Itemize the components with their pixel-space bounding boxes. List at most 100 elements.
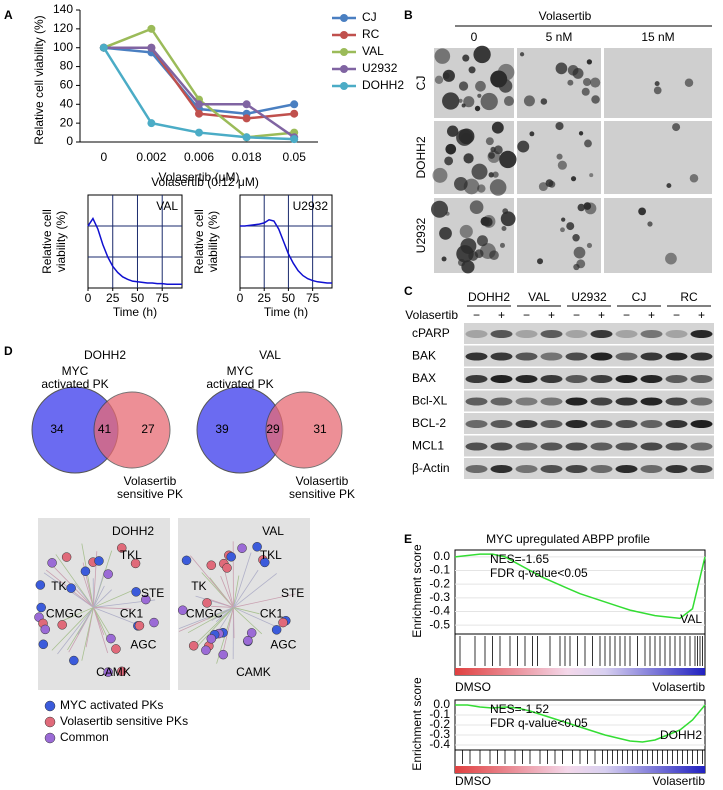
cell-cluster [567, 79, 574, 86]
data-point [147, 119, 156, 128]
y-tick-label: 0.0 [433, 697, 450, 711]
cell-cluster [589, 173, 594, 178]
blot-row-label: cPARP [412, 326, 450, 340]
kinome-title: VAL [262, 524, 284, 538]
y-axis-label: viability (%) [206, 211, 220, 272]
cell-cluster [500, 211, 516, 227]
x-tick-label: 25 [258, 291, 272, 305]
tree-branch [194, 607, 234, 650]
legend-label: VAL [362, 44, 384, 58]
blot-band [540, 420, 563, 428]
tree-branch [57, 607, 94, 655]
cell-cluster [590, 77, 601, 88]
venn-label: activated PK [206, 377, 273, 391]
blot-band [615, 397, 638, 406]
cell-cluster [570, 176, 577, 182]
venn-label: sensitive PK [117, 487, 183, 501]
blot-strip [464, 413, 714, 434]
kinase-dot [252, 541, 262, 552]
blot-band [465, 397, 488, 406]
cell-cluster [653, 86, 662, 95]
venn-count: 27 [141, 422, 155, 436]
lane-sign: − [473, 308, 480, 322]
blot-band [640, 375, 663, 383]
panel-title: Volasertib [539, 9, 592, 23]
kinome-group: CK1 [260, 606, 284, 620]
kinome-group: STE [141, 586, 164, 600]
blot-band [565, 442, 588, 451]
blot-band [640, 420, 663, 428]
lane-sign: − [623, 308, 630, 322]
kinase-dot [188, 641, 199, 651]
data-point [242, 133, 251, 142]
kinase-dot [61, 552, 72, 562]
panel-letter: D [4, 344, 13, 358]
blot-band [490, 330, 513, 338]
kinome-group: TK [51, 579, 66, 593]
series-line [240, 218, 332, 284]
data-point [242, 100, 251, 109]
kinase-dot [181, 555, 192, 566]
blot-band [515, 375, 538, 383]
blot-band [690, 465, 713, 473]
inset-title: Volasertib (0.12 μM) [151, 175, 259, 189]
x-tick-label: 0 [100, 150, 107, 164]
cell-cluster [584, 139, 592, 148]
venn-right [93, 391, 171, 469]
blot-band [490, 375, 513, 383]
legend-marker [340, 82, 348, 90]
cell-cluster [488, 152, 495, 159]
chart-annotation: VAL [156, 199, 178, 213]
cell-cluster [538, 182, 548, 192]
plot-frame [239, 194, 333, 289]
chart-annotation: U2932 [293, 199, 329, 213]
y-tick-label: 80 [60, 59, 74, 73]
blot-band [590, 397, 613, 406]
blot-band [665, 465, 688, 473]
y-tick-label: -0.2 [429, 576, 450, 590]
blot-band [690, 352, 713, 361]
lane-sign: − [673, 308, 680, 322]
cell-cluster [463, 178, 480, 195]
tree-branch [93, 607, 112, 637]
venn-label: MYC [227, 364, 254, 378]
cell-cluster [446, 125, 459, 137]
blot-row-label: BAK [412, 349, 436, 363]
tree-branch [93, 569, 106, 608]
legend-marker [44, 700, 56, 712]
tree-branch [211, 607, 234, 622]
blot-band [665, 375, 688, 383]
legend-marker [340, 14, 348, 22]
venn-count: 34 [50, 422, 64, 436]
legend-label: CJ [362, 10, 377, 24]
kinome-group: CAMK [96, 665, 131, 679]
cell-cluster [560, 227, 565, 233]
cell-cluster [474, 105, 481, 112]
group-label: DOHH2 [468, 290, 510, 304]
cell-cluster [463, 96, 475, 108]
cell-cluster [476, 235, 488, 247]
cell-cluster [517, 140, 530, 153]
x-end-label: Volasertib [652, 680, 705, 694]
blot-band [465, 442, 488, 451]
kinome-group: STE [281, 586, 304, 600]
cell-cluster [489, 179, 507, 196]
venn-right [265, 391, 343, 469]
cell-cluster [489, 250, 499, 261]
cell-cluster [501, 226, 507, 231]
cell-cluster [573, 263, 580, 271]
cell-cluster [443, 72, 450, 79]
legend-label: Common [60, 730, 109, 744]
blot-band [565, 397, 588, 406]
kinase-dot [35, 580, 46, 590]
lane-sign: + [598, 308, 605, 322]
cell-cluster [458, 98, 463, 103]
column-label: 0 [471, 30, 478, 44]
cell-cluster [463, 153, 474, 164]
x-tick-label: 25 [106, 291, 120, 305]
blot-band [565, 352, 588, 361]
kinase-dot [116, 543, 127, 553]
blot-strip [464, 390, 714, 412]
tree-branch [233, 607, 263, 635]
chart-annotation: FDR q-value<0.05 [490, 716, 588, 730]
